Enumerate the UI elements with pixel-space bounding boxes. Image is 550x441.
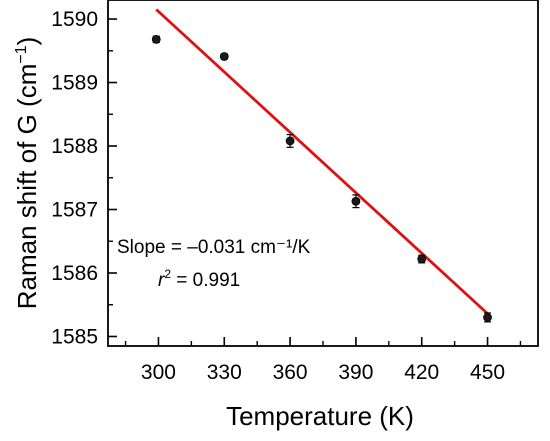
y-tick-label: 1585	[51, 325, 98, 348]
data-point	[351, 196, 361, 206]
r2-value: = 0.991	[171, 270, 240, 291]
x-axis-ticks: 300 330 360 390 420 450	[124, 337, 522, 384]
x-tick-label: 330	[207, 361, 242, 384]
plot-frame	[107, 0, 539, 347]
y-axis-title-close: )	[12, 37, 42, 46]
data-point	[483, 313, 492, 322]
x-tick-label: 450	[470, 361, 505, 384]
y-tick-label: 1587	[51, 199, 98, 222]
y-axis-ticks: 1585 1586 1587 1588 1589 1590	[51, 8, 117, 348]
x-tick-label: 300	[141, 361, 176, 384]
y-tick-label: 1588	[51, 135, 98, 158]
x-axis-title: Temperature (K)	[226, 401, 414, 431]
y-tick-label: 1590	[51, 8, 98, 31]
slope-annotation: Slope = –0.031 cm⁻¹/K	[117, 237, 311, 258]
data-point	[417, 254, 427, 264]
r2-superscript: 2	[164, 267, 171, 281]
data-point	[151, 34, 161, 44]
y-axis-title: Raman shift of G (cm−1)	[12, 37, 42, 310]
data-point	[285, 136, 295, 146]
x-tick-label: 360	[273, 361, 308, 384]
y-tick-label: 1586	[51, 262, 98, 285]
r2-symbol: r	[158, 270, 165, 291]
y-axis-title-main: Raman shift of G (cm	[12, 64, 42, 310]
data-point	[219, 52, 229, 61]
fit-line-group	[155, 8, 489, 315]
data-points	[151, 34, 492, 323]
y-tick-label: 1589	[51, 72, 98, 95]
x-tick-label: 420	[404, 361, 439, 384]
x-tick-label: 390	[338, 361, 373, 384]
r2-annotation: r2 = 0.991	[158, 267, 240, 291]
y-axis-title-superscript: −1	[13, 45, 30, 63]
linear-fit-line	[155, 8, 489, 315]
